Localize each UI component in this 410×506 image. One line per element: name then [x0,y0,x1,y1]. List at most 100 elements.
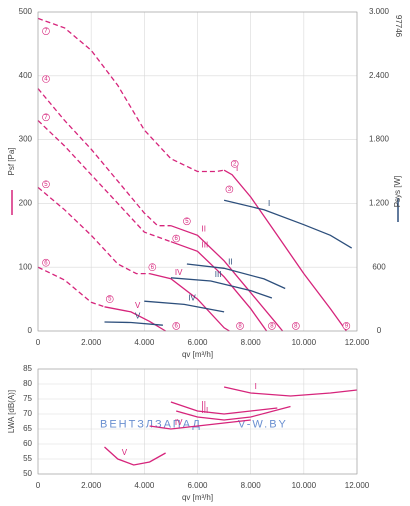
annotation-circle [42,180,50,189]
y-tick-label: 200 [19,199,33,208]
x-tick-label: 10.000 [292,481,317,490]
y-tick-label: 300 [19,135,33,144]
curve [176,405,291,421]
x-tick-label: 12.000 [345,481,370,490]
y2-tick-label: 600 [372,262,386,271]
annotation: 5 [185,219,189,225]
y-tick-label: 500 [19,7,33,16]
curve [104,446,166,466]
curve [104,306,166,332]
curve [223,386,358,397]
annotation: 6 [175,323,179,329]
x-tick-label: 4.000 [134,338,155,347]
annotation-circle [292,322,300,330]
annotation: 8 [270,323,274,329]
y2-tick-label: 0 [377,326,382,335]
x-tick-label: 0 [36,481,41,490]
y-tick-label: 100 [19,262,33,271]
curve-label: II [202,400,206,409]
annotation: 8 [238,323,242,329]
annotation-circle [42,258,50,267]
annotation-circle [172,234,181,243]
y-tick-label: 65 [23,424,32,433]
x-axis-label: qv [m³/h] [182,350,213,359]
x-tick-label: 0 [36,338,41,347]
curve [149,272,230,332]
curve [170,277,273,299]
id-label: 97746 [394,15,403,38]
y-tick-label: 50 [23,469,32,478]
x-axis-label: qv [m³/h] [182,493,213,502]
curve-label: III [202,406,209,415]
x-tick-label: 8.000 [241,338,262,347]
y2-tick-label: 3.000 [369,7,390,16]
annotation: 6 [44,260,48,266]
x-tick-label: 2.000 [81,338,102,347]
y-tick-label: 55 [23,454,32,463]
annotation: 5 [108,297,112,303]
annotation-circle [236,322,244,330]
y-tick-label: 0 [28,326,33,335]
curve [37,120,172,243]
annotation-circle [225,185,234,194]
curve [144,300,225,313]
watermark: V-W.BY [238,418,288,430]
curve-label: IV [175,418,183,427]
curve-label: IV [175,268,183,277]
curve [37,186,150,275]
curve [37,266,105,308]
y2-tick-label: 2.400 [369,71,390,80]
curve-label: I [255,382,257,391]
y-tick-label: 80 [23,379,32,388]
annotation: 4 [44,77,48,83]
curve-label: II [228,257,232,266]
annotation: 2 [233,161,237,167]
x-tick-label: 4.000 [134,481,155,490]
curve-label: V [122,448,128,457]
x-tick-label: 8.000 [241,481,262,490]
y-axis-label: LWA [dB(A)] [7,390,16,433]
y-tick-label: 400 [19,71,33,80]
curve [223,199,353,249]
y-axis-label: Psf [Pa] [7,147,16,175]
curve-label: V [135,301,141,310]
curve [149,419,251,430]
plot-frame [37,368,358,475]
curve [186,263,286,290]
curve [223,169,347,332]
x-tick-label: 10.000 [292,338,317,347]
curve [104,321,163,326]
curve [170,225,284,332]
curve-label: II [202,224,206,233]
annotation-circle [42,27,50,35]
annotation: 3 [228,187,232,193]
annotation-circle [172,322,181,330]
x-tick-label: 2.000 [81,481,102,490]
y-tick-label: 85 [23,364,32,373]
annotation: 5 [44,182,48,188]
curve-label: I [268,199,270,208]
curve-label: III [215,270,222,279]
x-tick-label: 12.000 [345,338,370,347]
y2-tick-label: 1.200 [369,199,390,208]
annotation-circle [42,113,50,122]
annotation: 6 [175,236,179,242]
curve [37,88,171,227]
y2-axis-label: Psys [W] [393,176,402,208]
x-tick-label: 6.000 [187,338,208,347]
curve [170,401,278,415]
annotation-circle [148,263,157,272]
y-tick-label: 75 [23,394,32,403]
y2-tick-label: 1.800 [369,135,390,144]
plot-frame [37,11,358,332]
watermark: ВЕНТЗЛЗАПАД [100,418,202,430]
annotation-circle [230,160,239,168]
y-tick-label: 70 [23,409,32,418]
curve-label: IV [188,294,196,303]
y-tick-label: 60 [23,439,32,448]
annotation: 7 [44,29,48,35]
x-tick-label: 6.000 [187,481,208,490]
annotation-circle [342,322,351,330]
curve-label: III [202,240,209,249]
